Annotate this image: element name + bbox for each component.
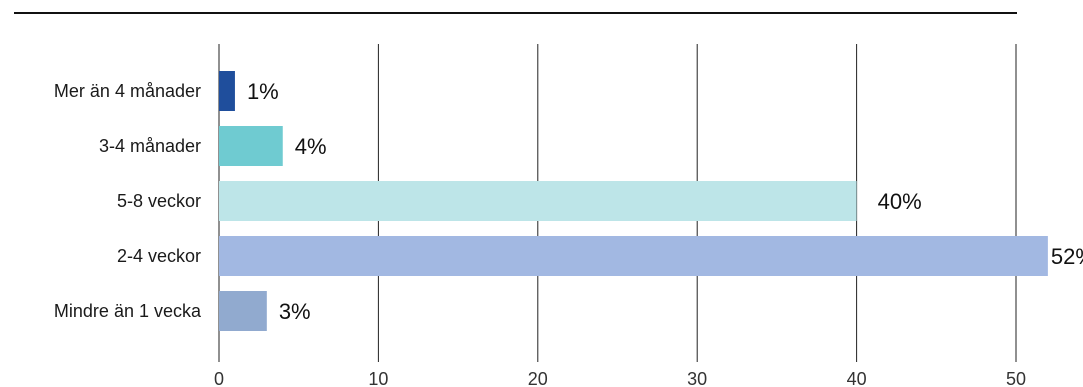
category-label: 2-4 veckor [117, 246, 201, 266]
value-labels: 1% 4% 40% 52% 3% [247, 79, 1083, 324]
value-label: 52% [1051, 244, 1083, 269]
x-axis-ticks: 0 10 20 30 40 50 [214, 369, 1026, 387]
bar [219, 181, 857, 221]
x-tick-label: 10 [368, 369, 388, 387]
x-tick-label: 50 [1006, 369, 1026, 387]
category-label: Mindre än 1 vecka [54, 301, 202, 321]
bars [219, 71, 1048, 331]
category-label: Mer än 4 månader [54, 81, 201, 101]
x-tick-label: 0 [214, 369, 224, 387]
category-label: 3-4 månader [99, 136, 201, 156]
value-label: 3% [279, 299, 311, 324]
bar [219, 126, 283, 166]
x-tick-label: 30 [687, 369, 707, 387]
value-label: 1% [247, 79, 279, 104]
value-label: 40% [878, 189, 922, 214]
bar [219, 71, 235, 111]
category-label: 5-8 veckor [117, 191, 201, 211]
bar [219, 236, 1048, 276]
value-label: 4% [295, 134, 327, 159]
x-tick-label: 40 [847, 369, 867, 387]
x-tick-label: 20 [528, 369, 548, 387]
bar [219, 291, 267, 331]
category-labels: Mer än 4 månader 3-4 månader 5-8 veckor 2-4… [54, 81, 202, 321]
